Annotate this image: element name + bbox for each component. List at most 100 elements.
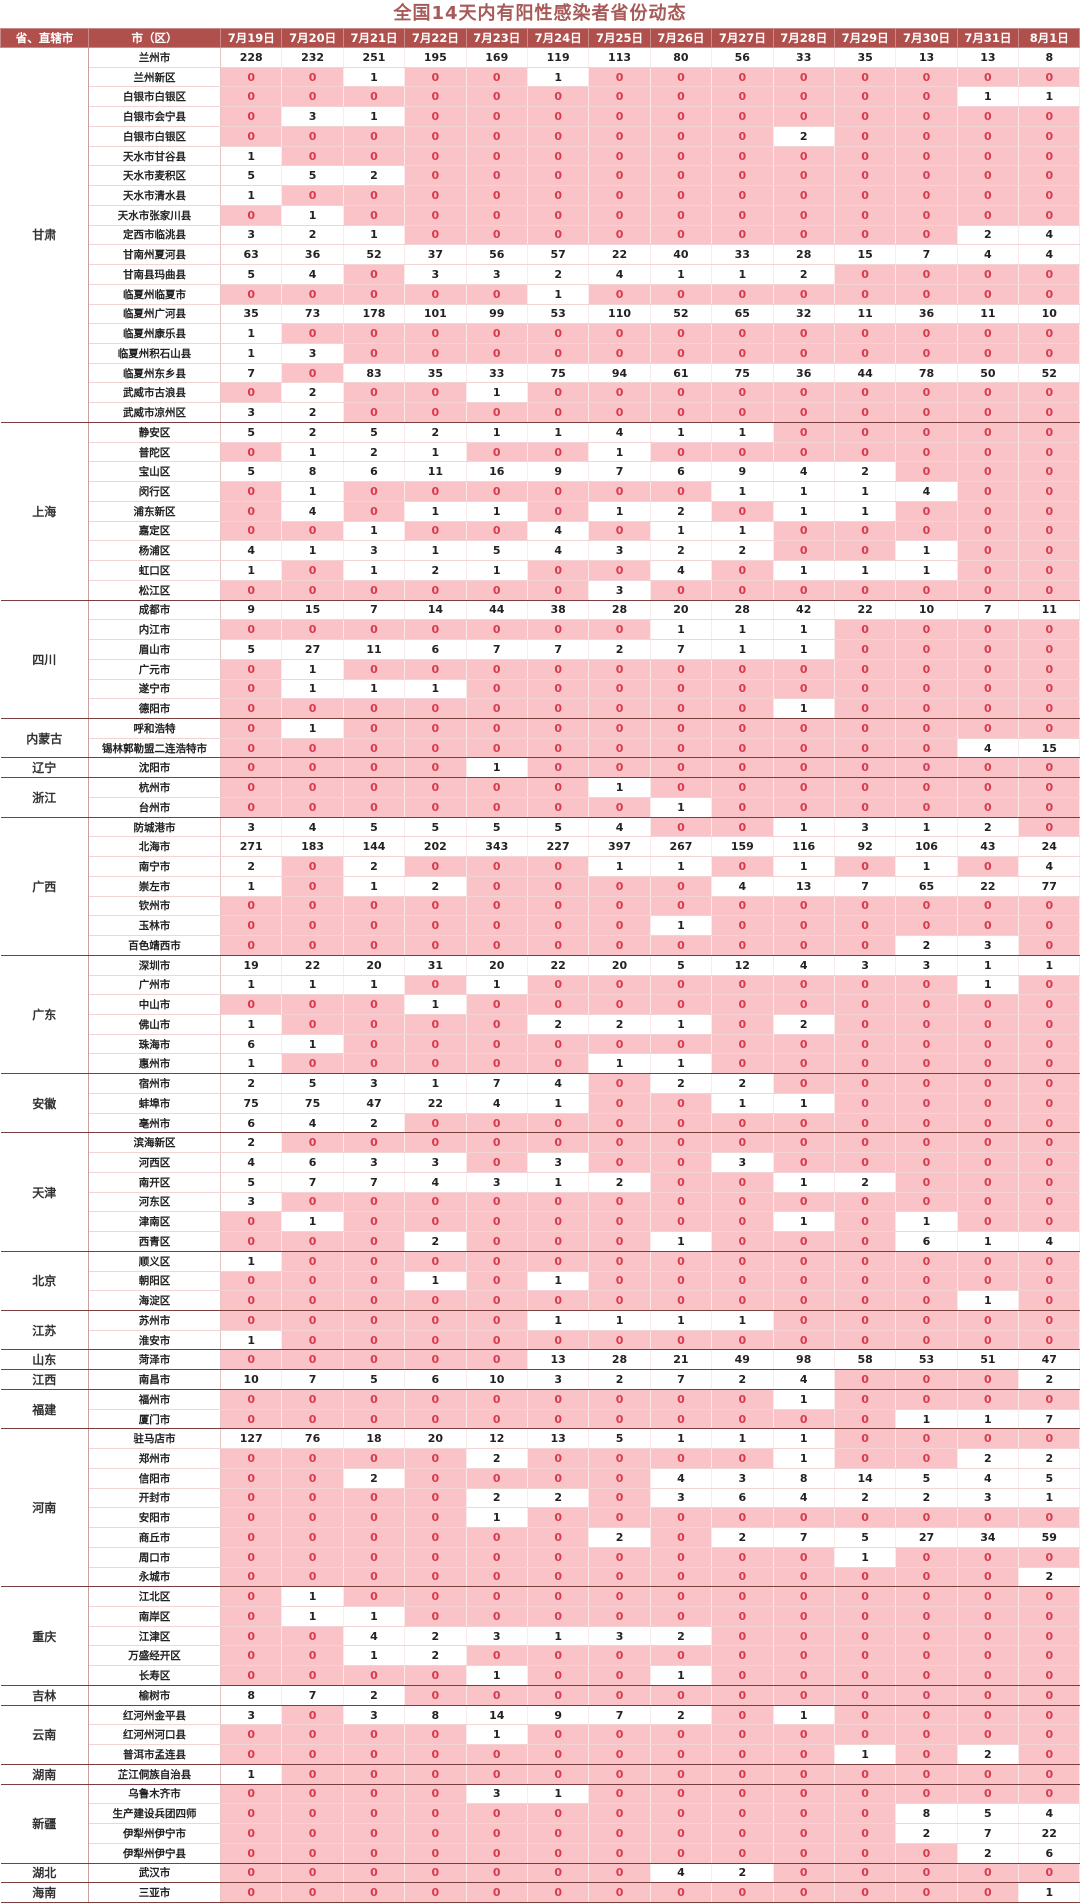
- case-count-cell: 0: [466, 1389, 528, 1410]
- case-count-cell: 11: [834, 304, 897, 325]
- case-count-cell: 0: [404, 284, 467, 305]
- case-count-cell: 0: [466, 67, 528, 88]
- case-count-cell: 1: [281, 481, 344, 502]
- city-cell: 信阳市: [88, 1468, 221, 1489]
- case-count-cell: 7: [957, 1823, 1020, 1844]
- case-count-cell: 0: [711, 1507, 774, 1529]
- city-cell: 静安区: [88, 422, 221, 443]
- case-count-cell: 83: [343, 363, 406, 384]
- case-count-cell: 0: [220, 994, 283, 1015]
- case-count-cell: 169: [466, 47, 528, 68]
- case-count-cell: 0: [957, 1665, 1020, 1686]
- case-count-cell: 1: [466, 1665, 528, 1686]
- case-count-cell: 195: [404, 47, 467, 68]
- case-count-cell: 0: [834, 540, 897, 562]
- case-count-cell: 0: [220, 1468, 283, 1489]
- case-count-cell: 0: [343, 1053, 406, 1075]
- case-count-cell: 0: [834, 86, 897, 108]
- city-cell: 伊犁州伊宁市: [88, 1823, 221, 1844]
- case-count-cell: 0: [220, 1882, 283, 1904]
- case-count-cell: 0: [281, 1448, 344, 1469]
- case-count-cell: 3: [220, 817, 283, 838]
- case-count-cell: 0: [773, 1034, 835, 1055]
- case-count-cell: 0: [466, 402, 528, 423]
- case-count-cell: 14: [834, 1468, 897, 1489]
- case-count-cell: 0: [711, 757, 774, 779]
- case-count-cell: 1: [466, 382, 528, 404]
- case-count-cell: 0: [650, 1152, 713, 1173]
- case-count-cell: 0: [834, 205, 897, 226]
- case-count-cell: 0: [711, 896, 774, 917]
- case-count-cell: 0: [527, 343, 590, 364]
- case-count-cell: 5: [527, 817, 590, 838]
- case-count-cell: 0: [343, 1211, 406, 1233]
- case-count-cell: 7: [343, 1172, 406, 1193]
- case-count-cell: 0: [527, 738, 590, 759]
- case-count-cell: 0: [220, 797, 283, 818]
- case-count-cell: 0: [834, 1014, 897, 1035]
- case-count-cell: 4: [527, 521, 590, 542]
- case-count-cell: 0: [650, 1093, 713, 1114]
- case-count-cell: 3: [220, 1192, 283, 1213]
- case-count-cell: 251: [343, 47, 406, 68]
- table-row: 白银市会宁县 0 3 1 0 0 0 0 0 0 0 0 0 0 0: [1, 106, 1080, 127]
- case-count-cell: 0: [527, 1843, 590, 1864]
- case-count-cell: 0: [957, 343, 1020, 364]
- case-count-cell: 2: [711, 540, 774, 562]
- case-count-cell: 0: [711, 1803, 774, 1825]
- case-count-cell: 0: [1018, 1507, 1080, 1529]
- case-count-cell: 5: [220, 422, 283, 443]
- case-count-cell: 0: [220, 1271, 283, 1292]
- case-count-cell: 0: [527, 323, 590, 345]
- case-count-cell: 0: [650, 1803, 713, 1825]
- table-row: 武威市古浪县 0 2 0 0 1 0 0 0 0 0 0 0 0 0: [1, 382, 1080, 404]
- case-count-cell: 0: [711, 1823, 774, 1844]
- case-count-cell: 1: [650, 915, 713, 937]
- case-count-cell: 34: [957, 1527, 1020, 1548]
- case-count-cell: 0: [404, 185, 467, 206]
- case-count-cell: 0: [1018, 1073, 1080, 1094]
- case-count-cell: 0: [466, 106, 528, 127]
- case-count-cell: 94: [588, 363, 651, 384]
- city-cell: 南岸区: [88, 1606, 221, 1627]
- case-count-cell: 0: [404, 1251, 467, 1272]
- case-count-cell: 0: [404, 205, 467, 226]
- case-count-cell: 0: [650, 1251, 713, 1272]
- case-count-cell: 0: [527, 481, 590, 502]
- case-count-cell: 4: [588, 422, 651, 443]
- case-count-cell: 5: [343, 1369, 406, 1390]
- case-count-cell: 5: [1018, 1468, 1080, 1489]
- case-count-cell: 13: [527, 1428, 590, 1450]
- case-count-cell: 22: [281, 955, 344, 976]
- city-cell: 红河州河口县: [88, 1724, 221, 1746]
- case-count-cell: 0: [527, 382, 590, 404]
- case-count-cell: 2: [650, 540, 713, 562]
- table-row: 天水市甘谷县 1 0 0 0 0 0 0 0 0 0 0 0 0 0: [1, 146, 1080, 167]
- table-row: 江津区 0 0 4 2 3 1 3 2 0 0 0 0 0 0: [1, 1626, 1080, 1647]
- case-count-cell: 4: [957, 738, 1020, 759]
- city-cell: 兰州市: [88, 47, 221, 68]
- case-count-cell: 75: [220, 1093, 283, 1114]
- case-count-cell: 0: [773, 738, 835, 759]
- case-count-cell: 56: [711, 47, 774, 68]
- case-count-cell: 1: [650, 264, 713, 285]
- case-count-cell: 7: [1018, 1409, 1080, 1430]
- case-count-cell: 0: [220, 126, 283, 147]
- table-row: 遂宁市 0 1 1 1 0 0 0 0 0 0 0 0 0 0: [1, 679, 1080, 700]
- case-count-cell: 0: [1018, 975, 1080, 996]
- case-count-cell: 1: [281, 659, 344, 680]
- case-count-cell: 4: [957, 1468, 1020, 1489]
- case-count-cell: 0: [1018, 146, 1080, 167]
- table-row: 信阳市 0 0 2 0 0 0 0 4 3 8 14 5 4 5: [1, 1468, 1080, 1489]
- case-count-cell: 0: [588, 146, 651, 167]
- case-count-cell: 0: [711, 1014, 774, 1035]
- case-count-cell: 0: [957, 619, 1020, 641]
- case-count-cell: 227: [527, 836, 590, 858]
- case-count-cell: 2: [404, 1231, 467, 1252]
- case-count-cell: 0: [220, 481, 283, 502]
- case-count-cell: 1: [220, 876, 283, 897]
- table-row: 闵行区 0 1 0 0 0 0 0 0 1 1 1 4 0 0: [1, 481, 1080, 502]
- case-count-cell: 0: [404, 1606, 467, 1627]
- case-count-cell: 0: [1018, 1132, 1080, 1154]
- case-count-cell: 0: [957, 777, 1020, 798]
